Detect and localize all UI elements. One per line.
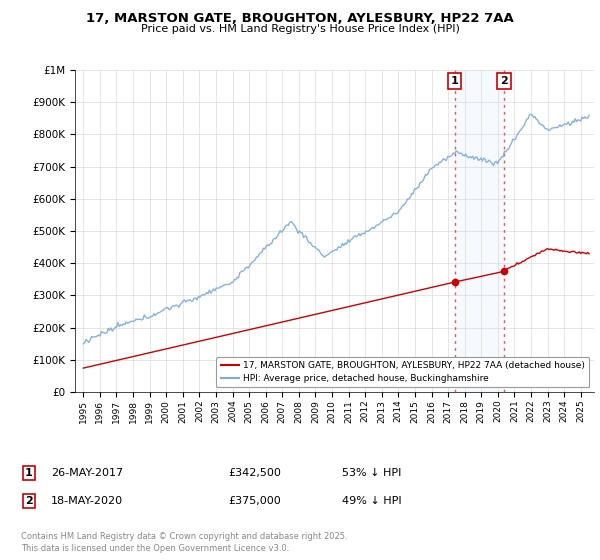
Text: 26-MAY-2017: 26-MAY-2017 <box>51 468 123 478</box>
Text: 1: 1 <box>451 76 458 86</box>
Legend: 17, MARSTON GATE, BROUGHTON, AYLESBURY, HP22 7AA (detached house), HPI: Average : 17, MARSTON GATE, BROUGHTON, AYLESBURY, … <box>216 357 589 388</box>
Text: 2: 2 <box>25 496 32 506</box>
Text: 53% ↓ HPI: 53% ↓ HPI <box>342 468 401 478</box>
Text: £375,000: £375,000 <box>228 496 281 506</box>
Bar <box>455 70 504 392</box>
Text: Contains HM Land Registry data © Crown copyright and database right 2025.
This d: Contains HM Land Registry data © Crown c… <box>21 533 347 553</box>
Text: 18-MAY-2020: 18-MAY-2020 <box>51 496 123 506</box>
Text: £342,500: £342,500 <box>228 468 281 478</box>
Text: Price paid vs. HM Land Registry's House Price Index (HPI): Price paid vs. HM Land Registry's House … <box>140 24 460 34</box>
Text: 2: 2 <box>500 76 508 86</box>
Text: 1: 1 <box>25 468 32 478</box>
Text: 49% ↓ HPI: 49% ↓ HPI <box>342 496 401 506</box>
Text: 17, MARSTON GATE, BROUGHTON, AYLESBURY, HP22 7AA: 17, MARSTON GATE, BROUGHTON, AYLESBURY, … <box>86 12 514 25</box>
